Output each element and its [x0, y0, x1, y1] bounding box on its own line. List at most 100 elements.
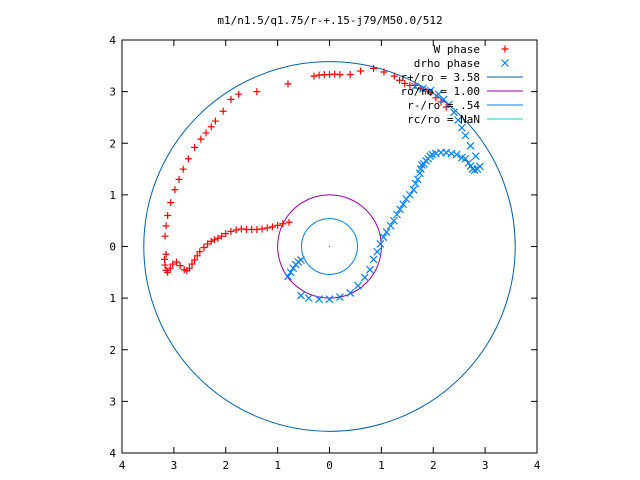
- w-phase-point: [401, 79, 409, 87]
- w-phase-point: [169, 260, 177, 268]
- w-phase-point: [164, 212, 172, 220]
- drho-phase-point: [470, 166, 479, 175]
- drho-phase-point: [466, 141, 475, 150]
- w-phase-point: [167, 199, 175, 207]
- drho-phase-point: [315, 295, 324, 304]
- w-phase-point: [171, 186, 179, 194]
- w-phase-point: [188, 260, 196, 268]
- y-tick-label: 3: [109, 395, 116, 408]
- w-phase-point: [336, 71, 344, 79]
- drho-phase-point: [393, 210, 401, 219]
- drho-phase-point: [411, 179, 420, 188]
- drho-phase-point: [396, 205, 404, 214]
- w-phase-point: [310, 72, 318, 80]
- drho-phase-point: [346, 289, 355, 297]
- drho-phase-point: [434, 90, 443, 99]
- drho-phase-point: [471, 152, 480, 161]
- y-tick-label: 1: [109, 189, 116, 202]
- y-tick-label: 4: [109, 34, 116, 47]
- drho-phase-point: [373, 247, 382, 256]
- drho-phase-point: [284, 272, 292, 281]
- legend-marker: [501, 59, 509, 67]
- w-phase-point: [235, 90, 243, 98]
- w-phase-point: [218, 232, 226, 240]
- w-phase-point: [191, 256, 199, 264]
- w-phase-point: [204, 240, 212, 248]
- drho-phase-point: [457, 123, 466, 132]
- chart-title: m1/n1.5/q1.75/r-+.15-j79/M50.0/512: [217, 14, 442, 27]
- y-tick-label: 3: [109, 86, 116, 99]
- drho-phase-point: [413, 175, 422, 184]
- drho-phase-point: [286, 268, 295, 277]
- w-phase-point: [161, 255, 169, 263]
- drho-phase-point: [386, 221, 395, 230]
- drho-phase-point: [304, 294, 313, 303]
- drho-phase-point: [454, 116, 463, 124]
- drho-phase-point: [291, 260, 300, 269]
- w-phase-point: [175, 175, 183, 183]
- w-phase-point: [219, 107, 227, 115]
- w-phase-point: [166, 264, 174, 272]
- drho-phase-point: [366, 265, 374, 274]
- w-phase-point: [237, 225, 245, 233]
- plot-marks: [143, 61, 516, 432]
- w-phase-point: [346, 71, 354, 79]
- w-phase-point: [197, 135, 205, 143]
- x-tick-label: 4: [119, 459, 126, 472]
- w-phase-point: [214, 234, 222, 242]
- w-phase-point: [184, 155, 192, 163]
- w-phase-point: [196, 248, 204, 256]
- drho-phase-point: [389, 216, 398, 225]
- w-phase-point: [253, 88, 261, 96]
- x-tick-label: 4: [534, 459, 541, 472]
- legend-label: W phase: [434, 43, 480, 56]
- w-phase-point: [180, 266, 188, 274]
- drho-phase-point: [461, 154, 470, 163]
- x-tick-label: 2: [222, 459, 229, 472]
- center-point: [328, 245, 331, 248]
- w-phase-point: [263, 224, 271, 232]
- drho-phase-point: [335, 293, 344, 302]
- w-phase-point: [274, 221, 282, 229]
- w-phase-point: [432, 94, 440, 102]
- w-phase-point: [232, 226, 240, 234]
- w-phase-point: [227, 228, 235, 236]
- drho-phase-point: [405, 190, 414, 199]
- y-tick-label: 4: [109, 447, 116, 460]
- w-phase-point: [207, 123, 215, 131]
- drho-phase-point: [409, 185, 418, 194]
- drho-phase-point: [461, 131, 470, 140]
- w-phase-point: [162, 222, 170, 230]
- drho-phase-point: [354, 281, 362, 290]
- x-tick-label: 1: [378, 459, 385, 472]
- w-phase-point: [380, 68, 388, 76]
- w-phase-point: [227, 95, 235, 103]
- drho-phase-point: [382, 228, 391, 236]
- w-phase-point: [179, 165, 187, 173]
- legend-label: ro/ro = 1.00: [401, 85, 480, 98]
- y-tick-label: 1: [109, 292, 116, 305]
- w-phase-point: [207, 237, 215, 245]
- w-phase-point: [211, 117, 219, 125]
- w-phase-point: [210, 236, 218, 244]
- x-tick-label: 3: [171, 459, 178, 472]
- w-phase-point: [222, 230, 230, 238]
- w-phase-point: [268, 223, 276, 231]
- y-tick-label: 0: [109, 241, 116, 254]
- w-phase-point: [162, 266, 170, 274]
- w-phase-point: [161, 232, 169, 240]
- w-phase-point: [202, 129, 210, 137]
- legend-label: rc/ro = NaN: [407, 113, 480, 126]
- circle-series-line: [277, 194, 382, 299]
- legend-label: drho phase: [414, 57, 480, 70]
- drho-phase-point: [476, 162, 484, 171]
- drho-phase-point: [360, 273, 369, 282]
- w-phase-point: [357, 67, 365, 75]
- drho-phase-point: [426, 86, 435, 95]
- drho-phase-point: [289, 264, 298, 273]
- w-phase-point: [172, 258, 180, 266]
- y-tick-label: 2: [109, 137, 116, 150]
- w-phase-point: [284, 80, 292, 88]
